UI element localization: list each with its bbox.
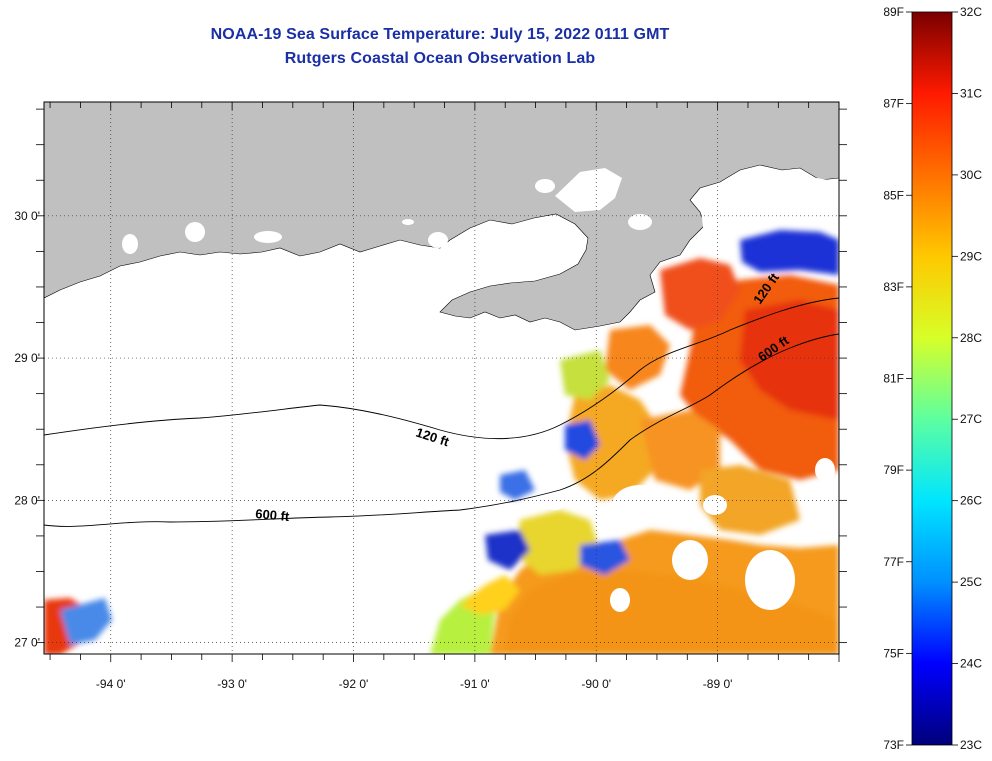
lake [254,231,282,243]
colorbar-label-f: 81F [883,372,904,386]
lake [555,168,622,212]
lake [185,222,205,242]
lon-tick-label: -89 0' [703,677,733,691]
map-frame [43,101,840,655]
map-subtitle: Rutgers Coastal Ocean Observation Lab [284,50,596,67]
colorbar-label-c: 29C [960,249,982,263]
lon-tick-label: -92 0' [339,677,369,691]
colorbar-label-f: 77F [883,555,904,569]
colorbar-label-c: 23C [960,738,982,752]
colorbar-label-c: 32C [960,5,982,19]
graticule [44,102,839,654]
colorbar-label-f: 85F [883,188,904,202]
colorbar-label-c: 25C [960,575,982,589]
contour-600ft [44,333,839,527]
colorbar-label-c: 30C [960,168,982,182]
lon-tick-label: -94 0' [96,677,126,691]
map-ticks [36,102,847,662]
colorbar-label-c: 31C [960,86,982,100]
lat-tick-label: 27 0' [14,636,40,650]
contour-label: 600 ft [255,506,291,524]
colorbar-label-c: 26C [960,494,982,508]
sst-data-patches [44,230,839,654]
colorbar-label-f: 79F [883,463,904,477]
lake [535,179,555,193]
contour-label: 120 ft [414,425,452,450]
lake [628,214,652,230]
cloud-mask [543,458,835,612]
lon-tick-label: -91 0' [460,677,490,691]
lon-tick-label: -93 0' [217,677,247,691]
colorbar-label-f: 87F [883,97,904,111]
colorbar-label-c: 27C [960,412,982,426]
lake [402,219,414,225]
colorbar-label-f: 83F [883,280,904,294]
lon-tick-label: -90 0' [581,677,611,691]
contour-120ft-west [44,297,839,440]
colorbar [911,11,953,746]
colorbar-label-c: 28C [960,331,982,345]
lake [341,255,369,269]
colorbar-ticks: 89F 87F 85F 83F 81F 79F 77F 75F 73F 32C 31C 30C 29C 2… [883,5,982,752]
map-tick-labels: -94 0' -93 0' -92 0' -91 0' -90 0' -89 0' 30 0… [14,209,732,691]
lat-tick-label: 29 0' [14,351,40,365]
lat-tick-label: 28 0' [14,493,40,507]
lat-tick-label: 30 0' [14,209,40,223]
colorbar-label-f: 89F [883,5,904,19]
colorbar-label-f: 73F [883,738,904,752]
lake [428,232,448,248]
map-title: NOAA-19 Sea Surface Temperature: July 15… [210,26,670,43]
lake [122,234,138,254]
colorbar-label-f: 75F [883,646,904,660]
colorbar-label-c: 24C [960,657,982,671]
